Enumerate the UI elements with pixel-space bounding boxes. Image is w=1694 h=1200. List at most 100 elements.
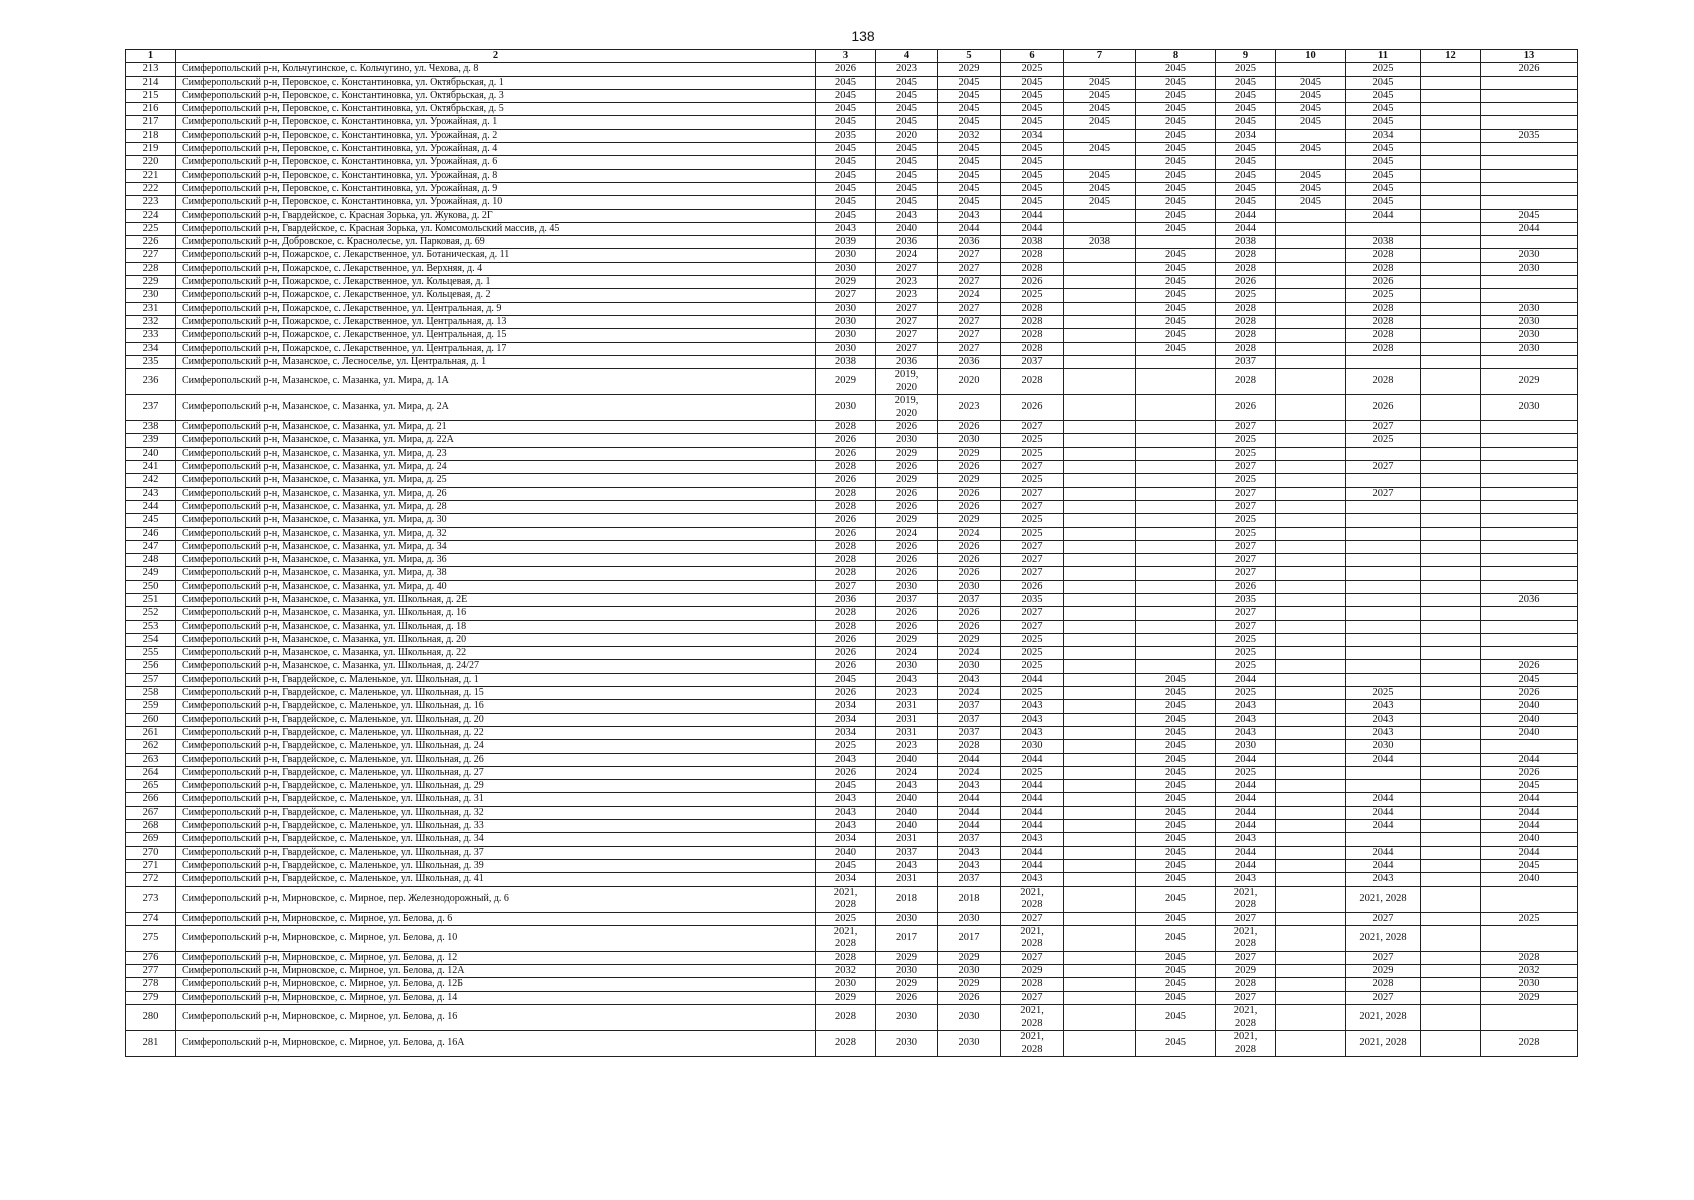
address-cell: Симферопольский р-н, Гвардейское, с. Мал… [175, 872, 816, 887]
year-cell: 2045 [1135, 75, 1216, 90]
year-cell [1420, 235, 1481, 250]
table-row: 214 Симферопольский р-н, Перовское, с. Ко… [125, 75, 1578, 90]
row-number: 221 [125, 168, 176, 183]
address-cell: Симферопольский р-н, Мазанское, с. Мазан… [175, 646, 816, 661]
year-cell: 2027 [1000, 566, 1064, 581]
year-cell [1275, 977, 1346, 992]
year-cell [1420, 181, 1481, 197]
year-cell: 2044 [1480, 752, 1578, 767]
table-row: 262 Симферопольский р-н, Гвардейское, с. … [125, 739, 1578, 754]
row-number: 217 [125, 115, 176, 130]
year-cell: 2025 [1215, 686, 1276, 701]
year-cell: 2021, 2028 [1215, 1030, 1276, 1057]
year-cell: 2034 [815, 872, 876, 887]
year-cell: 2045 [1135, 275, 1216, 290]
year-cell [1420, 619, 1481, 634]
year-cell: 2028 [1000, 977, 1064, 992]
year-cell [1135, 566, 1216, 581]
year-cell: 2030 [1000, 739, 1064, 754]
year-cell: 2026 [815, 513, 876, 528]
year-cell [1275, 619, 1346, 634]
table-row: 267 Симферопольский р-н, Гвардейское, с. … [125, 805, 1578, 821]
column-header: 13 [1480, 48, 1578, 64]
year-cell: 2021, 2028 [1000, 1030, 1064, 1057]
year-cell: 2044 [1215, 805, 1276, 821]
row-number: 224 [125, 208, 176, 223]
year-cell: 2025 [1215, 659, 1276, 674]
year-cell [1135, 579, 1216, 594]
year-cell: 2045 [1135, 712, 1216, 727]
year-cell: 2026 [875, 990, 938, 1006]
year-cell [1063, 394, 1136, 422]
year-cell: 2043 [937, 672, 1001, 688]
year-cell: 2045 [1275, 88, 1346, 104]
year-cell: 2028 [815, 486, 876, 501]
year-cell: 2028 [1000, 328, 1064, 343]
year-cell [1275, 341, 1346, 356]
year-cell [1135, 646, 1216, 661]
year-cell [1275, 885, 1346, 913]
row-number: 246 [125, 526, 176, 541]
year-cell: 2027 [1215, 950, 1276, 966]
year-cell: 2043 [815, 752, 876, 767]
row-number: 272 [125, 872, 176, 887]
year-cell: 2024 [937, 686, 1001, 701]
year-cell: 2044 [1480, 221, 1578, 237]
year-cell: 2045 [1000, 195, 1064, 210]
row-number: 242 [125, 473, 176, 488]
year-cell: 2028 [1215, 248, 1276, 263]
year-cell: 2025 [1000, 526, 1064, 541]
year-cell: 2027 [937, 261, 1001, 277]
address-cell: Симферопольский р-н, Перовское, с. Конст… [175, 168, 816, 183]
address-cell: Симферопольский р-н, Перовское, с. Конст… [175, 75, 816, 90]
year-cell [1063, 990, 1136, 1006]
year-cell: 2023 [937, 394, 1001, 422]
year-cell: 2029 [937, 632, 1001, 648]
year-cell: 2031 [875, 872, 938, 887]
year-cell: 2044 [1215, 858, 1276, 874]
year-cell: 2025 [1000, 646, 1064, 661]
year-cell: 2040 [875, 221, 938, 237]
year-cell: 2030 [1480, 301, 1578, 316]
table-row: 238 Симферопольский р-н, Мазанское, с. Ма… [125, 420, 1578, 435]
year-cell: 2023 [875, 686, 938, 701]
year-cell: 2040 [815, 845, 876, 860]
year-cell [1480, 606, 1578, 621]
year-cell: 2030 [815, 248, 876, 263]
row-number: 255 [125, 646, 176, 661]
table-row: 263 Симферопольский р-н, Гвардейское, с. … [125, 752, 1578, 767]
year-cell: 2021, 2028 [1215, 1004, 1276, 1031]
year-cell: 2021, 2028 [1345, 1030, 1421, 1057]
year-cell [1480, 579, 1578, 594]
year-cell: 2026 [1215, 275, 1276, 290]
table-row: 274 Симферопольский р-н, Мирновское, с. М… [125, 911, 1578, 926]
year-cell: 2045 [1345, 181, 1421, 197]
table-row: 242 Симферопольский р-н, Мазанское, с. Ма… [125, 473, 1578, 488]
table-row: 256 Симферопольский р-н, Мазанское, с. Ма… [125, 659, 1578, 674]
year-cell: 2028 [1000, 301, 1064, 316]
year-cell: 2036 [875, 235, 938, 250]
year-cell [1063, 460, 1136, 475]
year-cell: 2036 [875, 354, 938, 370]
row-number: 253 [125, 619, 176, 634]
row-number: 262 [125, 739, 176, 754]
year-cell [1275, 712, 1346, 727]
year-cell: 2044 [1480, 805, 1578, 821]
year-cell: 2021, 2028 [1215, 924, 1276, 952]
year-cell: 2017 [875, 924, 938, 952]
year-cell: 2045 [1215, 102, 1276, 117]
table-row: 216 Симферопольский р-н, Перовское, с. Ко… [125, 102, 1578, 117]
year-cell: 2027 [1215, 460, 1276, 475]
year-cell: 2045 [875, 155, 938, 170]
table-row: 213 Симферопольский р-н, Кольчугинское, с… [125, 62, 1578, 77]
year-cell: 2044 [1000, 672, 1064, 688]
year-cell: 2045 [875, 195, 938, 210]
year-cell: 2045 [815, 195, 876, 210]
table-row: 266 Симферопольский р-н, Гвардейское, с. … [125, 792, 1578, 807]
address-cell: Симферопольский р-н, Мирновское, с. Мирн… [175, 885, 816, 913]
year-cell: 2036 [937, 354, 1001, 370]
year-cell: 2045 [1345, 115, 1421, 130]
year-cell: 2043 [937, 845, 1001, 860]
year-cell [1063, 499, 1136, 515]
year-cell: 2044 [1000, 221, 1064, 237]
